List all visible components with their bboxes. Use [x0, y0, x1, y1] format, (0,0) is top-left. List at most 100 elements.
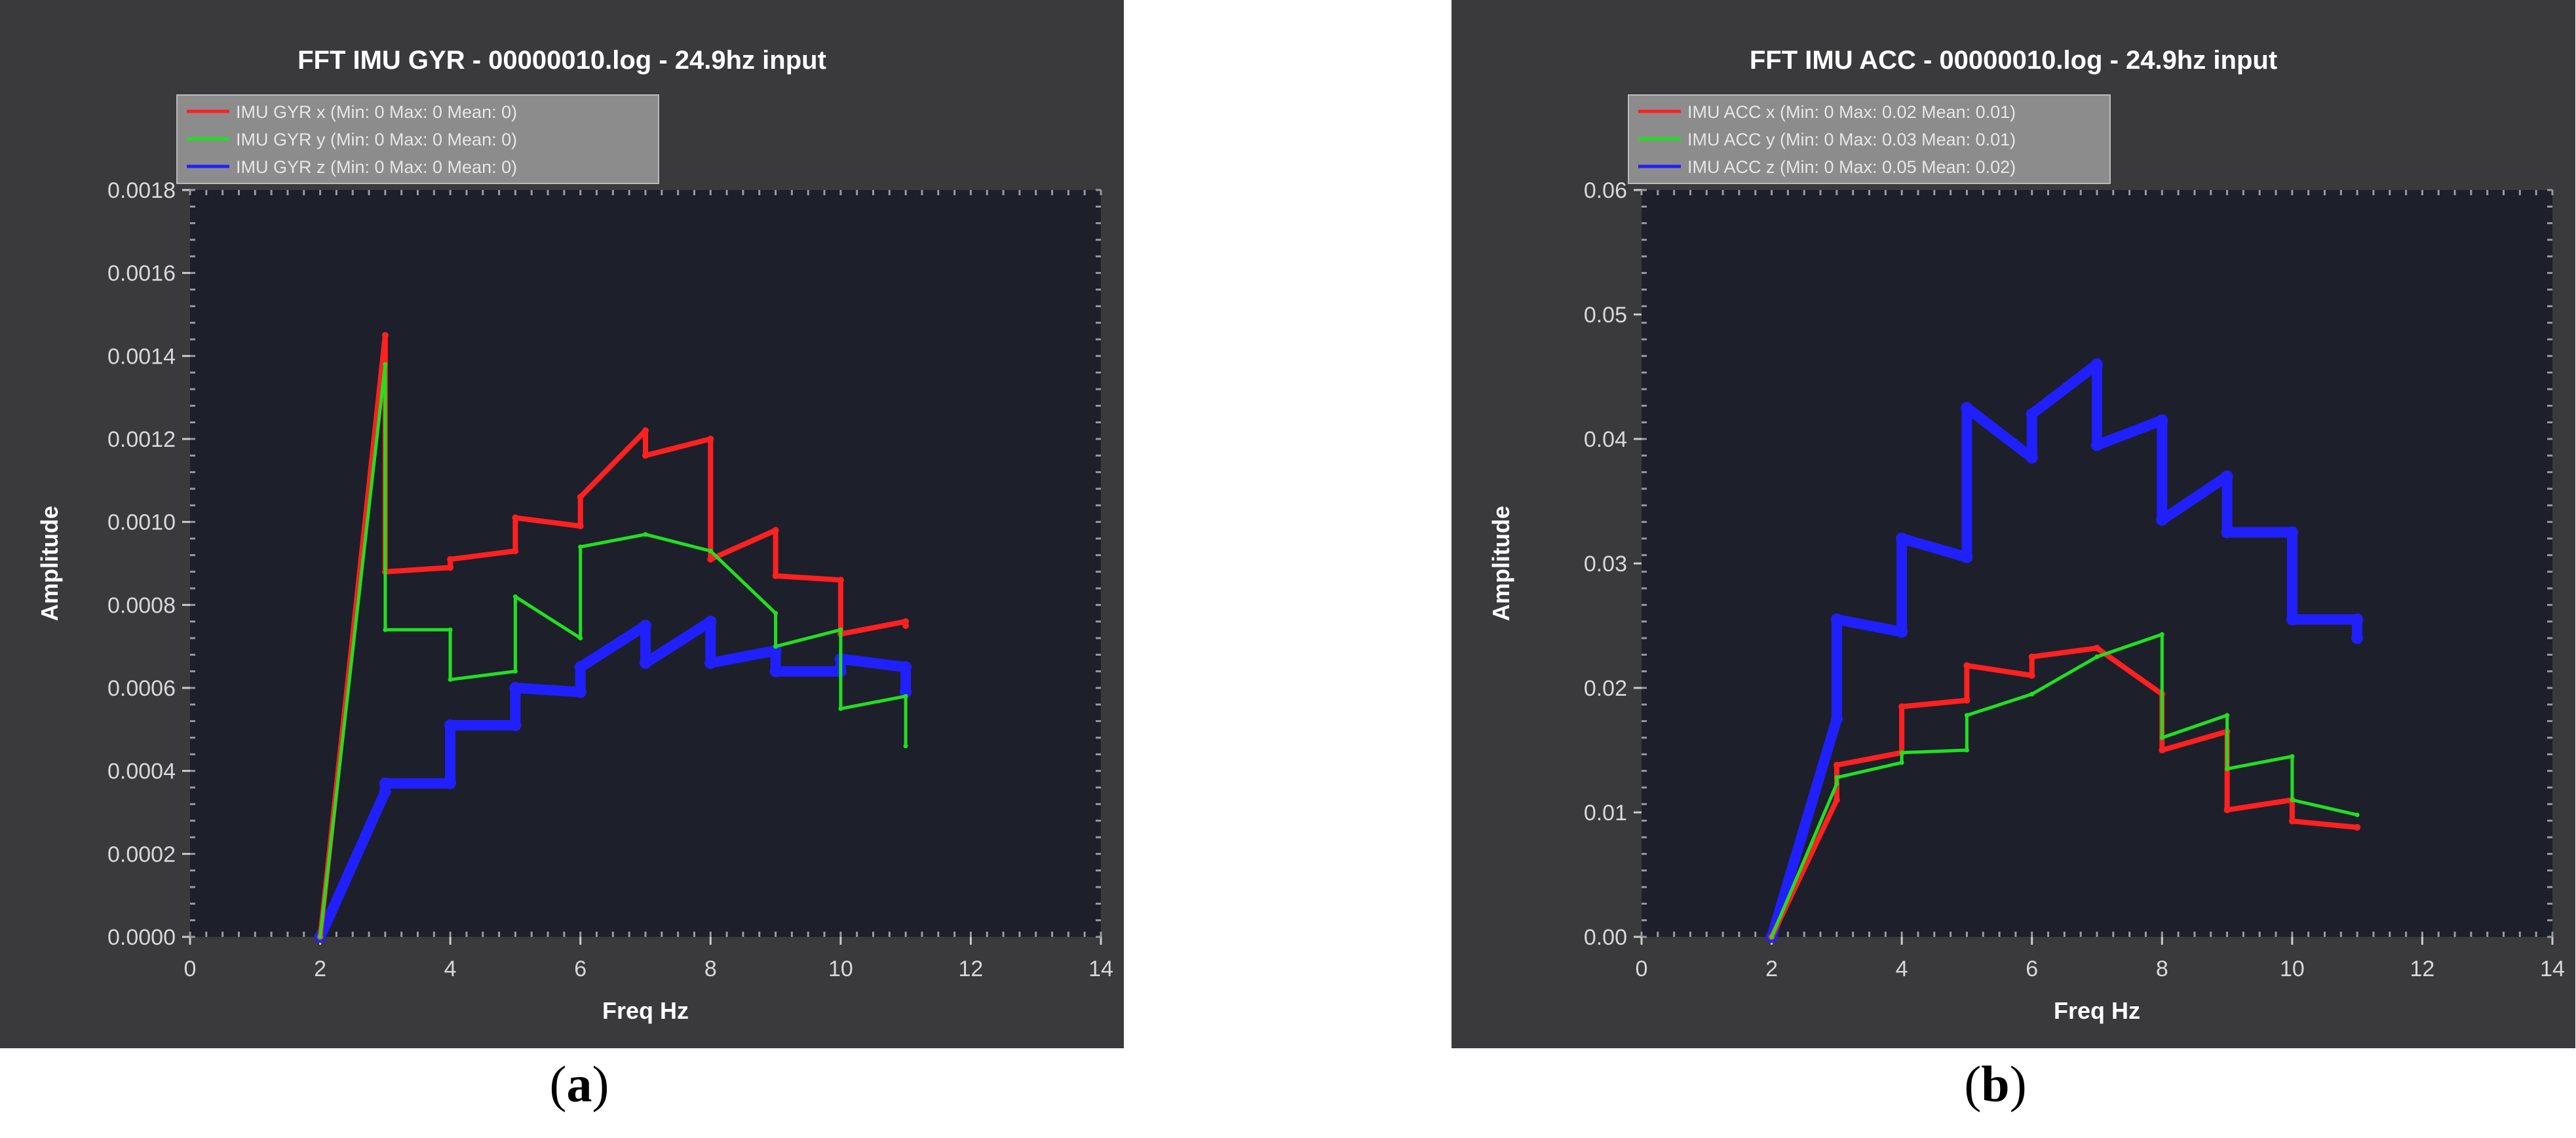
series-0-point-10	[642, 452, 649, 459]
y-tick-label-3: 0.03	[1584, 552, 1627, 577]
series-2-point-8	[2026, 408, 2038, 420]
x-tick-label-7: 14	[1088, 957, 1113, 981]
series-0-point-1	[1833, 797, 1840, 803]
y-tick-label-6: 0.0012	[107, 427, 176, 452]
series-0-point-3	[447, 564, 454, 571]
x-tick-label-4: 8	[704, 957, 717, 981]
series-line-1	[1770, 632, 2359, 939]
series-1-point-16	[2290, 797, 2295, 803]
series-2-point-9	[640, 620, 651, 632]
series-1-point-4	[1899, 750, 1904, 755]
series-0-point-6	[512, 514, 519, 522]
series-0-point-10	[2094, 645, 2100, 652]
series-1-point-7	[578, 635, 583, 641]
series-2-point-1	[1830, 713, 1843, 725]
x-tick-label-5: 10	[2280, 957, 2305, 981]
x-tick-label-0: 0	[1636, 957, 1648, 981]
y-axis-label: Amplitude	[1488, 506, 1514, 621]
series-0-point-15	[837, 577, 844, 584]
y-tick-label-1: 0.0002	[107, 842, 176, 867]
series-0-point-8	[577, 493, 584, 501]
series-2-point-7	[2026, 451, 2038, 464]
y-tick-label-2: 0.0004	[107, 759, 176, 784]
series-1-point-11	[2159, 632, 2164, 637]
series-2-point-4	[1896, 533, 1908, 544]
x-tick-label-1: 2	[314, 957, 326, 981]
series-1-point-8	[578, 544, 583, 550]
y-tick-label-3: 0.0006	[107, 676, 176, 701]
x-tick-label-7: 14	[2540, 957, 2565, 981]
x-tick-label-2: 4	[1896, 957, 1908, 981]
x-tick-label-3: 6	[2026, 957, 2038, 981]
legend-entry-1: IMU ACC y (Min: 0 Max: 0.03 Mean: 0.01)	[1687, 130, 2016, 149]
series-1-point-3	[448, 627, 453, 632]
series-1-point-14	[773, 644, 779, 649]
x-axis-label: Freq Hz	[2054, 997, 2140, 1024]
y-tick-label-5: 0.0010	[107, 510, 176, 535]
series-2-point-5	[1961, 551, 1973, 563]
series-2-point-17	[900, 661, 912, 673]
series-0-point-17	[2354, 824, 2361, 831]
series-1-point-1	[1834, 781, 1839, 786]
series-0-point-5	[1963, 697, 1970, 704]
x-axis-label: Freq Hz	[602, 997, 689, 1024]
series-0-point-9	[642, 427, 649, 434]
series-2-point-15	[2286, 526, 2298, 539]
series-2-point-13	[769, 645, 782, 656]
series-2-point-14	[769, 665, 782, 677]
chart-b: FFT IMU ACC - 00000010.log - 24.9hz inpu…	[1451, 0, 2575, 1048]
legend-box	[176, 94, 659, 184]
series-1-point-2	[383, 627, 388, 632]
y-tick-label-2: 0.02	[1584, 676, 1627, 701]
y-tick-label-1: 0.01	[1584, 801, 1627, 825]
plot-area	[1642, 190, 2552, 937]
y-tick-label-5: 0.05	[1584, 303, 1627, 328]
series-2-point-14	[2221, 526, 2233, 539]
y-axis-label: Amplitude	[36, 506, 63, 621]
y-tick-label-9: 0.0018	[107, 178, 176, 203]
series-1-point-18	[903, 744, 908, 749]
series-2-point-13	[2221, 470, 2233, 482]
series-1-point-15	[838, 627, 843, 632]
series-2-point-12	[2156, 514, 2168, 526]
caption-b: (b)	[1964, 1055, 2027, 1112]
series-0-point-4	[447, 556, 454, 563]
series-2-point-17	[2351, 613, 2364, 626]
series-2-point-10	[2091, 439, 2103, 451]
series-2-point-18	[900, 686, 912, 698]
legend-entry-0: IMU ACC x (Min: 0 Max: 0.02 Mean: 0.01)	[1687, 102, 2016, 122]
legend-entry-1: IMU GYR y (Min: 0 Max: 0 Mean: 0)	[236, 130, 517, 149]
y-tick-label-4: 0.04	[1584, 427, 1627, 452]
series-2-point-6	[1961, 402, 1973, 414]
series-0-point-14	[772, 573, 779, 579]
x-tick-label-6: 12	[2410, 957, 2435, 981]
x-tick-label-4: 8	[2156, 957, 2168, 981]
series-0-point-8	[2028, 653, 2035, 660]
series-2-point-5	[509, 719, 522, 731]
caption-letter-b: b	[1981, 1055, 2010, 1112]
series-2-point-11	[2156, 414, 2168, 427]
series-2-point-16	[2286, 613, 2298, 626]
series-0-point-12	[707, 556, 714, 563]
series-0-point-7	[2028, 672, 2035, 679]
series-0-point-14	[2223, 806, 2231, 814]
series-1-point-8	[2029, 692, 2035, 696]
legend-entry-2: IMU GYR z (Min: 0 Max: 0 Mean: 0)	[236, 157, 517, 177]
x-tick-label-1: 2	[1765, 957, 1778, 981]
y-tick-label-8: 0.0016	[107, 261, 176, 286]
series-1-point-17	[2355, 812, 2360, 818]
series-0-point-12	[2159, 747, 2166, 753]
series-1-point-1	[383, 362, 388, 367]
legend-entry-0: IMU GYR x (Min: 0 Max: 0 Mean: 0)	[236, 102, 517, 122]
series-2-point-18	[2351, 632, 2364, 644]
series-0-point-6	[1963, 662, 1970, 669]
series-2-point-1	[379, 786, 391, 798]
y-tick-label-7: 0.0014	[107, 344, 176, 369]
series-1-point-6	[1964, 713, 1969, 718]
x-tick-label-3: 6	[574, 957, 586, 981]
series-1-point-12	[708, 548, 713, 554]
legend-entry-2: IMU ACC z (Min: 0 Max: 0.05 Mean: 0.02)	[1687, 157, 2016, 177]
y-tick-label-4: 0.0008	[107, 593, 176, 618]
series-0-point-18	[902, 622, 910, 629]
series-1-point-3	[1899, 760, 1904, 765]
